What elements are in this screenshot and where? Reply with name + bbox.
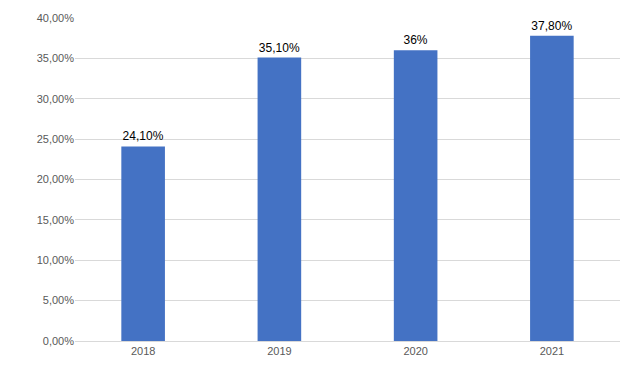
svg-text:40,00%: 40,00% xyxy=(37,12,75,24)
svg-text:35,10%: 35,10% xyxy=(259,41,300,55)
svg-text:25,00%: 25,00% xyxy=(37,133,75,145)
svg-text:20,00%: 20,00% xyxy=(37,173,75,185)
svg-text:37,80%: 37,80% xyxy=(531,19,572,33)
svg-text:30,00%: 30,00% xyxy=(37,93,75,105)
svg-text:24,10%: 24,10% xyxy=(123,129,164,143)
svg-text:36%: 36% xyxy=(403,33,427,47)
svg-text:2020: 2020 xyxy=(403,345,427,357)
svg-text:15,00%: 15,00% xyxy=(37,214,75,226)
svg-text:35,00%: 35,00% xyxy=(37,52,75,64)
svg-text:2018: 2018 xyxy=(131,345,155,357)
svg-text:2019: 2019 xyxy=(267,345,291,357)
svg-text:2021: 2021 xyxy=(540,345,564,357)
svg-text:5,00%: 5,00% xyxy=(43,294,74,306)
svg-text:0,00%: 0,00% xyxy=(43,335,74,347)
svg-text:10,00%: 10,00% xyxy=(37,254,75,266)
